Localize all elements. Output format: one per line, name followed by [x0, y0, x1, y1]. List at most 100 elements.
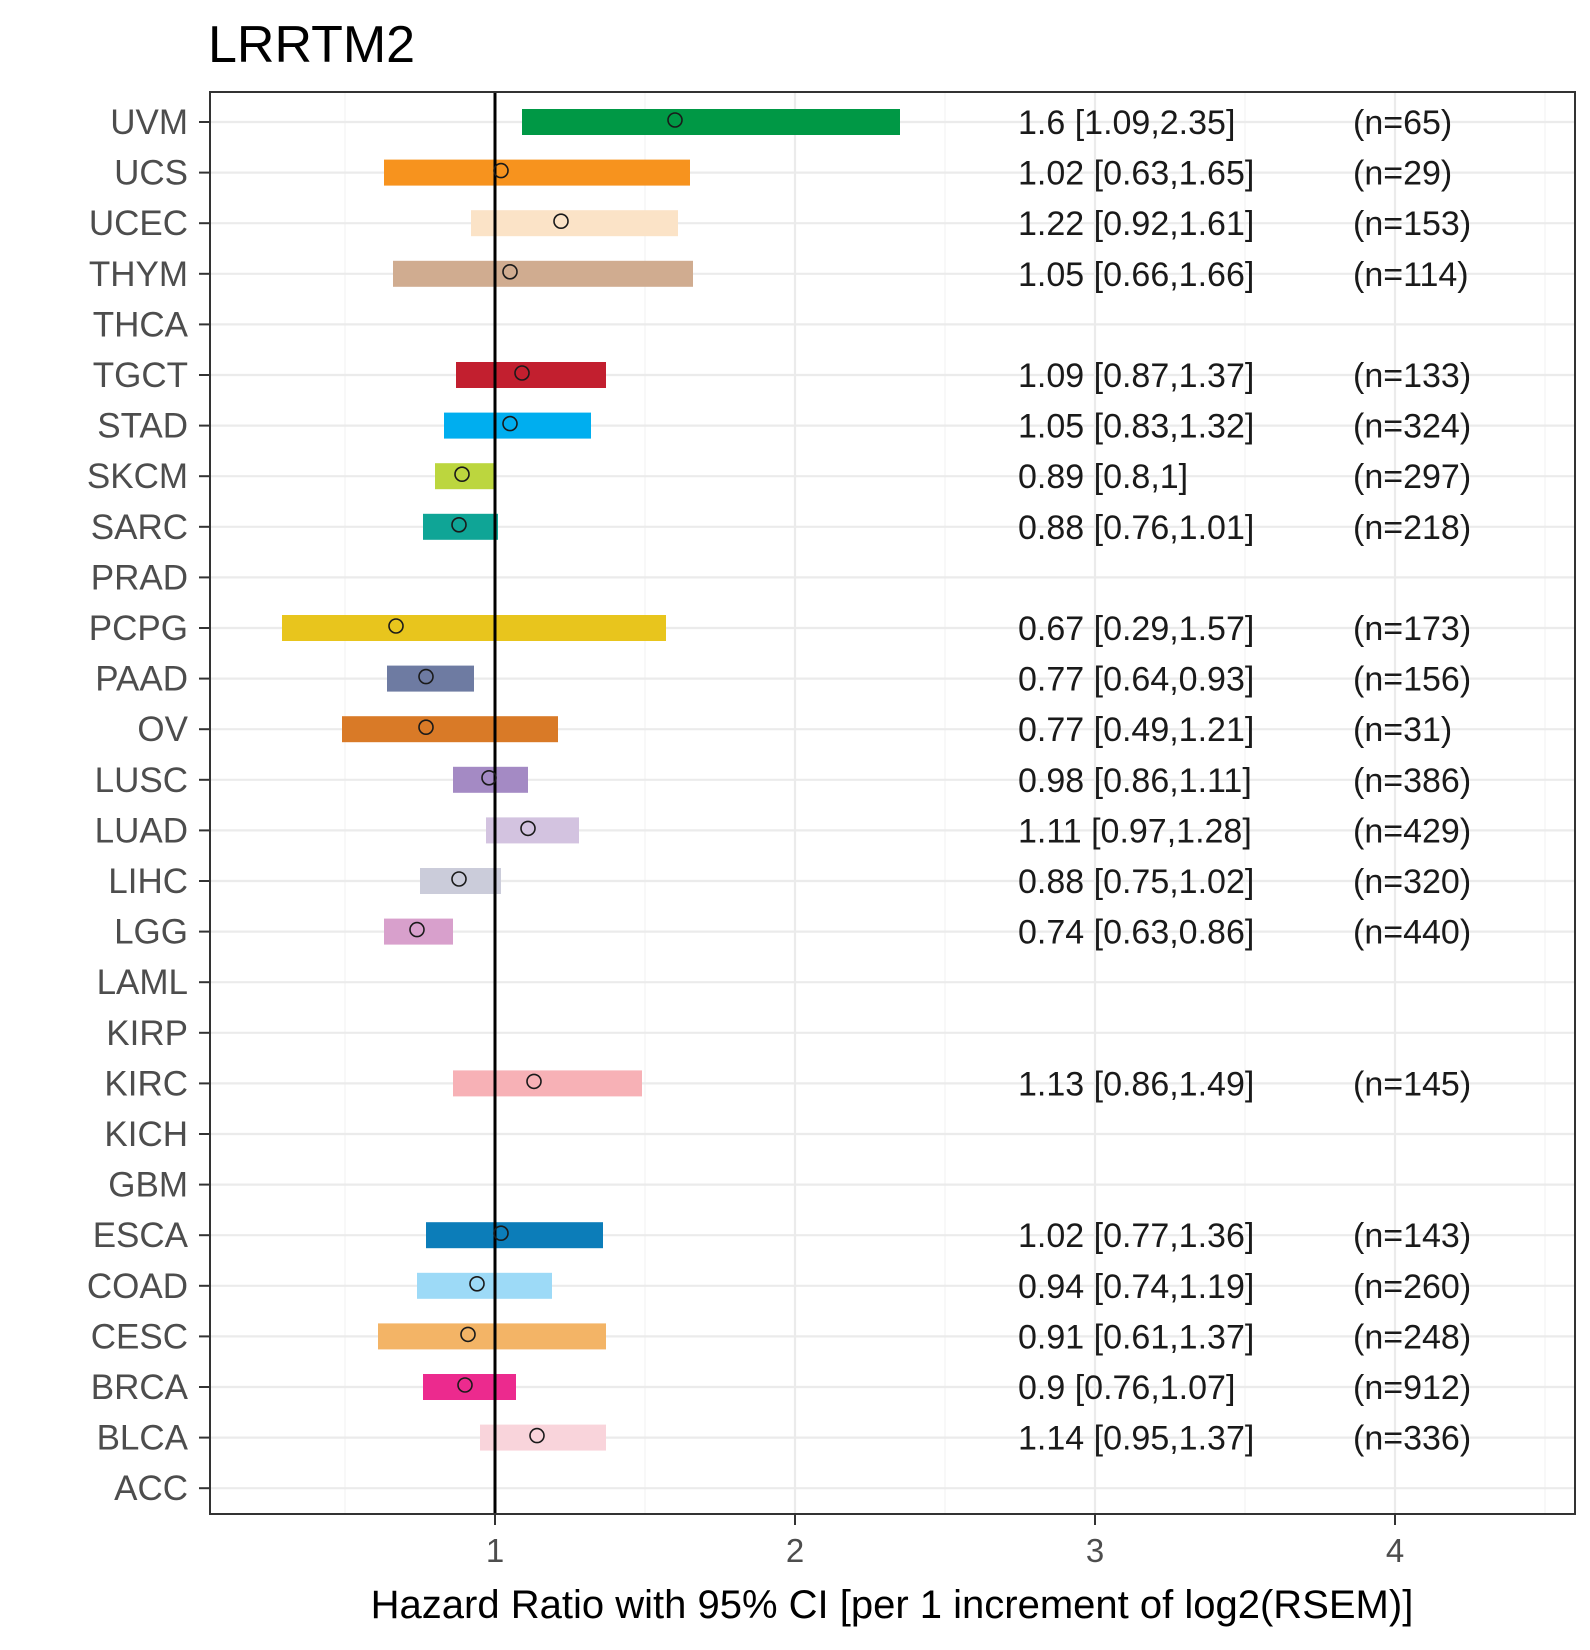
- annotations: 1.6 [1.09,2.35] (n=65) 1.02 [0.63,1.65] (n=…: [1018, 104, 1471, 1458]
- hr-ci-label: 1.14 [0.95,1.37]: [1018, 1420, 1254, 1458]
- y-tick-label: CESC: [91, 1317, 188, 1356]
- hr-ci-label: 0.89 [0.8,1]: [1018, 458, 1188, 496]
- hr-point: [493, 1225, 509, 1241]
- hr-ci-label: 1.02 [0.77,1.36]: [1018, 1217, 1254, 1255]
- ci-bar: [282, 615, 666, 641]
- ci-bar: [393, 260, 693, 287]
- ci-bar: [378, 1323, 606, 1350]
- hr-ci-label: 0.94 [0.74,1.19]: [1018, 1268, 1254, 1306]
- sample-size-label: (n=320): [1353, 863, 1471, 901]
- sample-size-label: (n=324): [1353, 408, 1471, 446]
- x-axis-label: Hazard Ratio with 95% CI [per 1 incremen…: [371, 1583, 1414, 1627]
- sample-size-label: (n=114): [1353, 256, 1469, 294]
- hr-ci-label: 1.11 [0.97,1.28]: [1018, 812, 1252, 850]
- ci-bar: [387, 665, 474, 692]
- x-tick-label: 3: [1086, 1532, 1104, 1569]
- hr-point: [418, 719, 434, 736]
- chart-title: LRRTM2: [208, 16, 415, 74]
- hr-point: [460, 1326, 476, 1343]
- y-tick-label: LAML: [97, 963, 188, 1002]
- y-tick-label: PAAD: [95, 660, 188, 699]
- y-tick-label: GBM: [108, 1166, 188, 1205]
- hr-point: [514, 365, 530, 381]
- y-tick-label: UCEC: [89, 204, 188, 243]
- hr-ci-label: 1.02 [0.63,1.65]: [1018, 155, 1254, 193]
- y-tick-label: THCA: [93, 305, 189, 344]
- y-tick-label: OV: [137, 710, 188, 749]
- hr-ci-label: 1.09 [0.87,1.37]: [1018, 357, 1254, 395]
- y-tick-label: KIRP: [106, 1014, 188, 1053]
- y-tick-label: KICH: [104, 1115, 188, 1154]
- hr-ci-label: 0.98 [0.86,1.11]: [1018, 762, 1252, 800]
- ci-bar: [471, 210, 678, 237]
- plot-border: [209, 91, 1576, 1515]
- hr-point: [388, 618, 404, 634]
- hr-ci-label: 1.6 [1.09,2.35]: [1018, 104, 1235, 142]
- hr-ci-label: 0.9 [0.76,1.07]: [1018, 1369, 1235, 1407]
- sample-size-label: (n=386): [1353, 762, 1471, 800]
- sample-size-label: (n=173): [1353, 610, 1471, 648]
- y-tick-label: LIHC: [108, 862, 188, 901]
- hr-ci-label: 0.67 [0.29,1.57]: [1018, 610, 1254, 648]
- ci-bar: [453, 1070, 642, 1097]
- hr-point: [553, 213, 569, 229]
- hr-point: [451, 516, 467, 533]
- sample-size-label: (n=440): [1353, 914, 1471, 952]
- sample-size-label: (n=912): [1353, 1369, 1471, 1407]
- ci-bar: [384, 159, 690, 186]
- hr-ci-label: 1.13 [0.86,1.49]: [1018, 1065, 1254, 1103]
- hr-ci-label: 0.91 [0.61,1.37]: [1018, 1318, 1254, 1356]
- ci-bar: [342, 716, 558, 743]
- y-tick-label: PCPG: [89, 609, 188, 648]
- hr-point: [520, 820, 536, 837]
- ci-bar: [423, 1374, 516, 1400]
- hr-point: [502, 263, 518, 280]
- sample-size-label: (n=133): [1353, 357, 1471, 395]
- y-tick-label: UVM: [110, 103, 188, 142]
- sample-size-label: (n=297): [1353, 458, 1471, 496]
- hr-points: [388, 112, 683, 1444]
- y-tick-label: BRCA: [91, 1368, 189, 1407]
- grid-minor: [344, 92, 1546, 1514]
- hr-ci-label: 0.88 [0.75,1.02]: [1018, 863, 1254, 901]
- sample-size-label: (n=429): [1353, 812, 1471, 850]
- y-tick-label: LUSC: [95, 761, 188, 800]
- ci-bar: [426, 1222, 603, 1249]
- hr-point: [457, 1377, 473, 1393]
- hr-point: [409, 921, 425, 938]
- hr-point: [481, 769, 497, 786]
- sample-size-label: (n=153): [1353, 205, 1471, 243]
- hr-point: [469, 1276, 485, 1292]
- ci-bar: [522, 109, 900, 135]
- y-tick-label: THYM: [89, 255, 188, 294]
- hr-point: [454, 466, 470, 483]
- sample-size-label: (n=65): [1353, 104, 1452, 142]
- sample-size-label: (n=29): [1353, 155, 1452, 193]
- sample-size-label: (n=248): [1353, 1318, 1471, 1356]
- sample-size-label: (n=31): [1353, 711, 1452, 749]
- hr-point: [529, 1427, 545, 1444]
- hr-point: [451, 871, 467, 887]
- x-tick-label: 1: [486, 1532, 504, 1569]
- hr-ci-label: 0.74 [0.63,0.86]: [1018, 914, 1254, 952]
- y-tick-label: STAD: [97, 407, 188, 446]
- ci-bars: [282, 109, 900, 1451]
- ci-bar: [486, 817, 579, 844]
- hr-ci-label: 1.22 [0.92,1.61]: [1018, 205, 1254, 243]
- y-tick-label: PRAD: [91, 558, 188, 597]
- y-tick-label: ACC: [114, 1469, 188, 1508]
- hr-point: [418, 668, 434, 685]
- y-tick-label: KIRC: [104, 1064, 188, 1103]
- hr-point: [493, 162, 509, 179]
- sample-size-label: (n=218): [1353, 509, 1471, 547]
- y-tick-label: SKCM: [87, 457, 188, 496]
- y-tick-label: SARC: [91, 508, 188, 547]
- x-axis: 1 2 3 4: [486, 1514, 1404, 1569]
- x-tick-label: 2: [786, 1532, 804, 1569]
- sample-size-label: (n=260): [1353, 1268, 1471, 1306]
- y-tick-label: UCS: [114, 154, 188, 193]
- sample-size-label: (n=143): [1353, 1217, 1471, 1255]
- hr-ci-label: 0.77 [0.49,1.21]: [1018, 711, 1254, 749]
- hr-ci-label: 1.05 [0.83,1.32]: [1018, 408, 1254, 446]
- y-tick-label: ESCA: [93, 1216, 189, 1255]
